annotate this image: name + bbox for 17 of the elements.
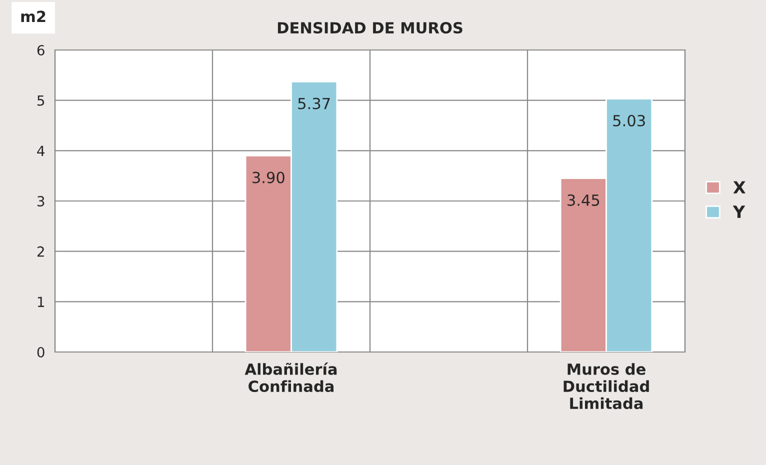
- legend-label: Y: [732, 206, 746, 218]
- y-tick-label: 0: [37, 346, 44, 358]
- text: 5.03: [613, 114, 645, 126]
- x-tick-label: Albañilería Confinada: [244, 362, 337, 392]
- y-tick-label: 1: [38, 296, 44, 307]
- y-tick-label: 4: [37, 146, 44, 156]
- y-tick-label: 6: [37, 44, 44, 56]
- text: m2: [21, 10, 46, 22]
- y-tick-label: 5: [38, 95, 44, 106]
- text: 5.37: [298, 98, 330, 110]
- y-tick-label: 3: [38, 196, 44, 206]
- x-tick-label: Muros de Ductilidad Limitada: [564, 363, 649, 410]
- legend-label: X: [733, 181, 746, 194]
- text: 3.45: [568, 194, 600, 206]
- y-tick-label: 2: [37, 246, 44, 257]
- chart-title: DENSIDAD DE MUROS: [278, 22, 462, 34]
- text: 3.90: [252, 172, 284, 184]
